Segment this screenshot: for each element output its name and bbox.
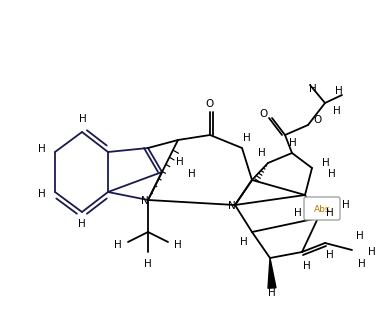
Text: H: H <box>268 288 276 298</box>
Text: H: H <box>335 86 343 96</box>
Text: H: H <box>79 114 87 124</box>
Text: H: H <box>258 148 266 158</box>
Text: N: N <box>228 201 236 211</box>
Text: H: H <box>326 208 334 218</box>
Text: H: H <box>144 259 152 269</box>
Text: H: H <box>328 169 336 179</box>
Text: O: O <box>313 115 321 125</box>
Text: H: H <box>289 138 297 148</box>
Text: H: H <box>114 240 122 250</box>
Text: H: H <box>309 84 317 94</box>
Text: O: O <box>205 99 213 109</box>
Text: H: H <box>240 237 248 247</box>
Text: H: H <box>38 144 46 154</box>
Text: H: H <box>342 200 350 210</box>
Text: H: H <box>294 208 302 218</box>
Text: H: H <box>322 158 330 168</box>
Text: H: H <box>333 106 341 116</box>
Polygon shape <box>268 258 276 288</box>
Text: H: H <box>176 157 184 167</box>
Text: H: H <box>174 240 182 250</box>
Text: H: H <box>358 259 366 269</box>
Text: H: H <box>243 133 251 143</box>
Text: H: H <box>326 250 334 260</box>
Text: H: H <box>38 189 46 199</box>
Text: H: H <box>188 169 196 179</box>
Text: N: N <box>141 196 149 206</box>
Text: Abs: Abs <box>314 204 330 214</box>
Text: H: H <box>78 219 86 229</box>
Text: H: H <box>356 231 364 241</box>
FancyBboxPatch shape <box>304 197 340 220</box>
Text: H: H <box>368 247 376 257</box>
Text: O: O <box>259 109 267 119</box>
Text: H: H <box>303 261 311 271</box>
